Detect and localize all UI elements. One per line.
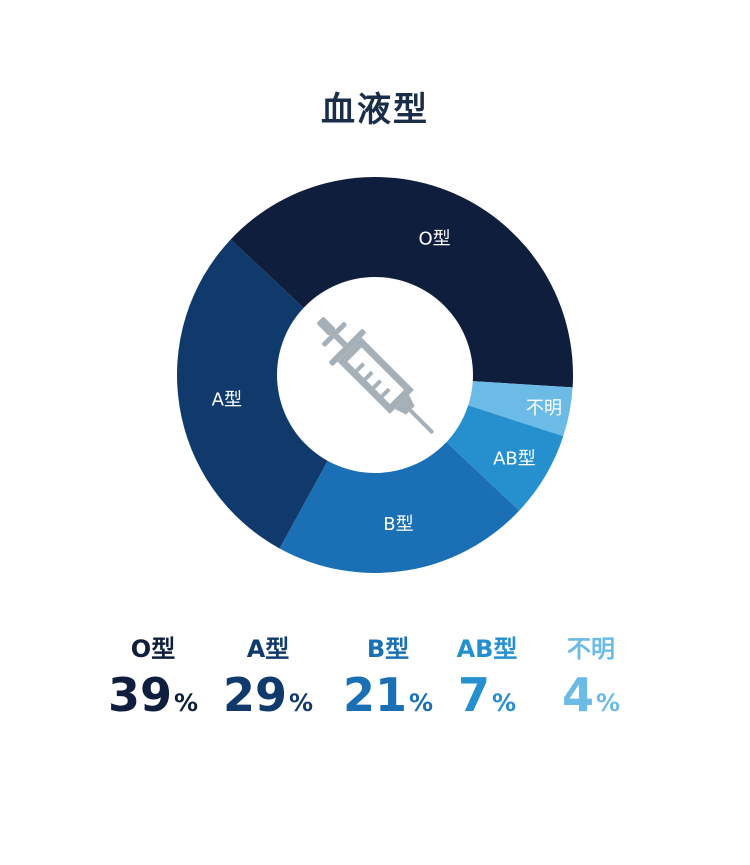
legend-number: 39 xyxy=(107,668,172,722)
slice-label-a: A型 xyxy=(212,389,242,410)
legend-value: 29% xyxy=(203,666,333,735)
legend-item-a: A型 29% xyxy=(203,632,333,735)
chart-title: 血液型 xyxy=(321,90,429,130)
slice-b xyxy=(279,375,520,573)
slice-label-o: O型 xyxy=(418,228,450,249)
legend-value: 39% xyxy=(88,666,218,735)
legend-value: 7% xyxy=(422,666,552,735)
slice-label-b: B型 xyxy=(383,514,413,535)
syringe-icon xyxy=(317,317,434,434)
legend-label: O型 xyxy=(130,635,176,663)
legend-value: 21% xyxy=(323,666,453,735)
donut-hole xyxy=(277,277,473,473)
slice-label-ab: AB型 xyxy=(493,448,536,469)
legend: O型 39% A型 29% B型 21% AB型 7% 不明 4% xyxy=(0,632,750,742)
legend-unit: % xyxy=(491,689,517,717)
legend-label: B型 xyxy=(366,635,410,663)
legend-number: 29 xyxy=(222,668,287,722)
slice-a xyxy=(176,239,375,549)
legend-number: 21 xyxy=(342,668,407,722)
slice-labels-group: O型 A型 B型 AB型 不明 xyxy=(212,228,562,535)
legend-label: 不明 xyxy=(567,635,615,663)
legend-label: AB型 xyxy=(456,635,518,663)
legend-item-ab: AB型 7% xyxy=(422,632,552,735)
legend-unit: % xyxy=(288,689,314,717)
legend-value: 4% xyxy=(526,666,656,735)
legend-number: 7 xyxy=(457,668,490,722)
legend-unit: % xyxy=(595,689,621,717)
legend-unit: % xyxy=(173,689,199,717)
slice-label-unknown: 不明 xyxy=(526,398,562,419)
legend-number: 4 xyxy=(561,668,594,722)
legend-item-unknown: 不明 4% xyxy=(526,632,656,735)
donut-chart: O型 A型 B型 AB型 不明 xyxy=(176,176,573,573)
legend-item-b: B型 21% xyxy=(323,632,453,735)
legend-unit: % xyxy=(408,689,434,717)
legend-label: A型 xyxy=(246,635,290,663)
legend-item-o: O型 39% xyxy=(88,632,218,735)
